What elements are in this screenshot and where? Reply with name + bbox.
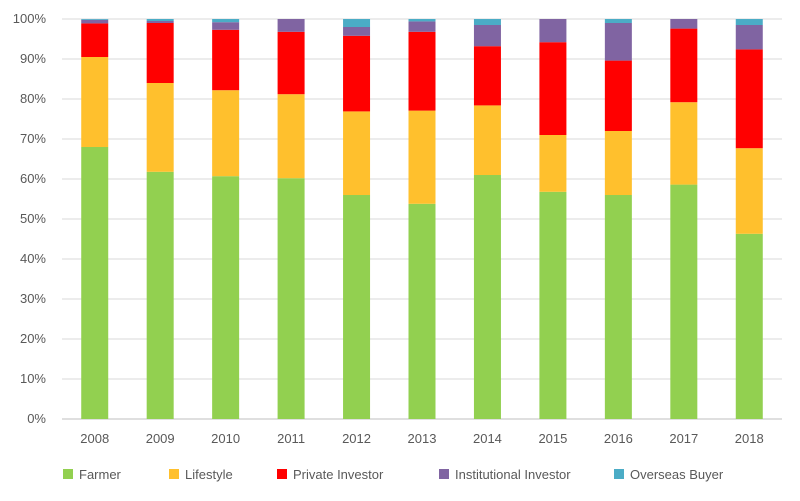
y-tick-label: 0% bbox=[27, 411, 46, 426]
legend-label: Private Investor bbox=[293, 467, 384, 482]
x-tick-label: 2008 bbox=[80, 431, 109, 446]
bar-segment bbox=[473, 25, 501, 47]
legend-item: Farmer bbox=[63, 467, 122, 482]
bar-segment bbox=[81, 23, 109, 57]
bar-segment bbox=[735, 25, 763, 50]
y-tick-label: 100% bbox=[13, 11, 47, 26]
bar-segment bbox=[408, 203, 436, 419]
bar-segment bbox=[277, 94, 305, 179]
bar-segment bbox=[473, 105, 501, 175]
legend-label: Overseas Buyer bbox=[630, 467, 724, 482]
bar-segment bbox=[539, 19, 567, 43]
bar-segment bbox=[539, 191, 567, 419]
bars bbox=[81, 19, 763, 419]
bar-segment bbox=[604, 60, 632, 131]
bar-segment bbox=[343, 35, 371, 112]
y-tick-label: 40% bbox=[20, 251, 46, 266]
bar-segment bbox=[277, 178, 305, 419]
bar-segment bbox=[81, 57, 109, 147]
legend-label: Institutional Investor bbox=[455, 467, 571, 482]
x-tick-label: 2017 bbox=[669, 431, 698, 446]
bar-segment bbox=[81, 147, 109, 419]
bar-segment bbox=[146, 23, 174, 83]
legend-label: Farmer bbox=[79, 467, 122, 482]
x-tick-label: 2011 bbox=[277, 431, 305, 446]
bar-segment bbox=[604, 19, 632, 23]
bar-segment bbox=[735, 49, 763, 149]
legend-item: Institutional Investor bbox=[439, 467, 571, 482]
bar-segment bbox=[146, 171, 174, 419]
bar-segment bbox=[343, 19, 371, 27]
bar-segment bbox=[277, 19, 305, 32]
bar-segment bbox=[212, 176, 240, 419]
legend-item: Lifestyle bbox=[169, 467, 233, 482]
y-tick-label: 90% bbox=[20, 51, 46, 66]
bar-segment bbox=[735, 19, 763, 25]
x-tick-label: 2012 bbox=[342, 431, 371, 446]
x-tick-label: 2015 bbox=[538, 431, 567, 446]
y-tick-label: 20% bbox=[20, 331, 46, 346]
bar-segment bbox=[212, 90, 240, 177]
bar-segment bbox=[408, 21, 436, 32]
bar-segment bbox=[277, 31, 305, 95]
x-tick-label: 2009 bbox=[146, 431, 175, 446]
bar-segment bbox=[539, 135, 567, 192]
bar-segment bbox=[473, 19, 501, 25]
y-tick-label: 10% bbox=[20, 371, 46, 386]
bar-segment bbox=[212, 19, 240, 23]
bar-segment bbox=[212, 29, 240, 91]
bar-segment bbox=[670, 28, 698, 103]
y-tick-label: 60% bbox=[20, 171, 46, 186]
bar-segment bbox=[343, 195, 371, 419]
bar-segment bbox=[146, 19, 174, 21]
x-axis-tick-labels: 2008 2009 2010 2011 2012 2013 2014 2015 2016 2017… bbox=[80, 431, 763, 446]
legend-swatch bbox=[614, 469, 624, 479]
legend: Farmer Lifestyle Private Investor Instituti… bbox=[63, 467, 724, 482]
bar-segment bbox=[604, 23, 632, 61]
bar-segment bbox=[473, 175, 501, 419]
legend-item: Private Investor bbox=[277, 467, 384, 482]
y-tick-label: 80% bbox=[20, 91, 46, 106]
y-tick-label: 70% bbox=[20, 131, 46, 146]
legend-label: Lifestyle bbox=[185, 467, 233, 482]
legend-item: Overseas Buyer bbox=[614, 467, 724, 482]
bar-segment bbox=[146, 83, 174, 172]
bar-segment bbox=[670, 19, 698, 29]
bar-segment bbox=[604, 195, 632, 419]
bar-segment bbox=[539, 42, 567, 136]
x-tick-label: 2013 bbox=[408, 431, 437, 446]
x-tick-label: 2014 bbox=[473, 431, 502, 446]
legend-swatch bbox=[439, 469, 449, 479]
y-axis-tick-labels: 0% 10% 20% 30% 40% 50% 60% 70% 80% 90% 100% bbox=[13, 11, 47, 426]
x-tick-label: 2016 bbox=[604, 431, 633, 446]
bar-segment bbox=[81, 19, 109, 24]
legend-swatch bbox=[63, 469, 73, 479]
y-tick-label: 50% bbox=[20, 211, 46, 226]
bar-segment bbox=[408, 19, 436, 22]
bar-segment bbox=[670, 102, 698, 185]
bar-segment bbox=[343, 27, 371, 36]
x-tick-label: 2018 bbox=[735, 431, 764, 446]
legend-swatch bbox=[169, 469, 179, 479]
bar-segment bbox=[146, 21, 174, 23]
bar-segment bbox=[670, 184, 698, 419]
bar-segment bbox=[473, 46, 501, 106]
bar-segment bbox=[735, 148, 763, 234]
bar-segment bbox=[212, 22, 240, 30]
bar-segment bbox=[343, 111, 371, 195]
bar-segment bbox=[604, 131, 632, 195]
x-tick-label: 2010 bbox=[211, 431, 240, 446]
bar-segment bbox=[81, 19, 109, 20]
bar-segment bbox=[735, 233, 763, 419]
legend-swatch bbox=[277, 469, 287, 479]
bar-segment bbox=[408, 31, 436, 111]
y-tick-label: 30% bbox=[20, 291, 46, 306]
bar-segment bbox=[408, 110, 436, 204]
